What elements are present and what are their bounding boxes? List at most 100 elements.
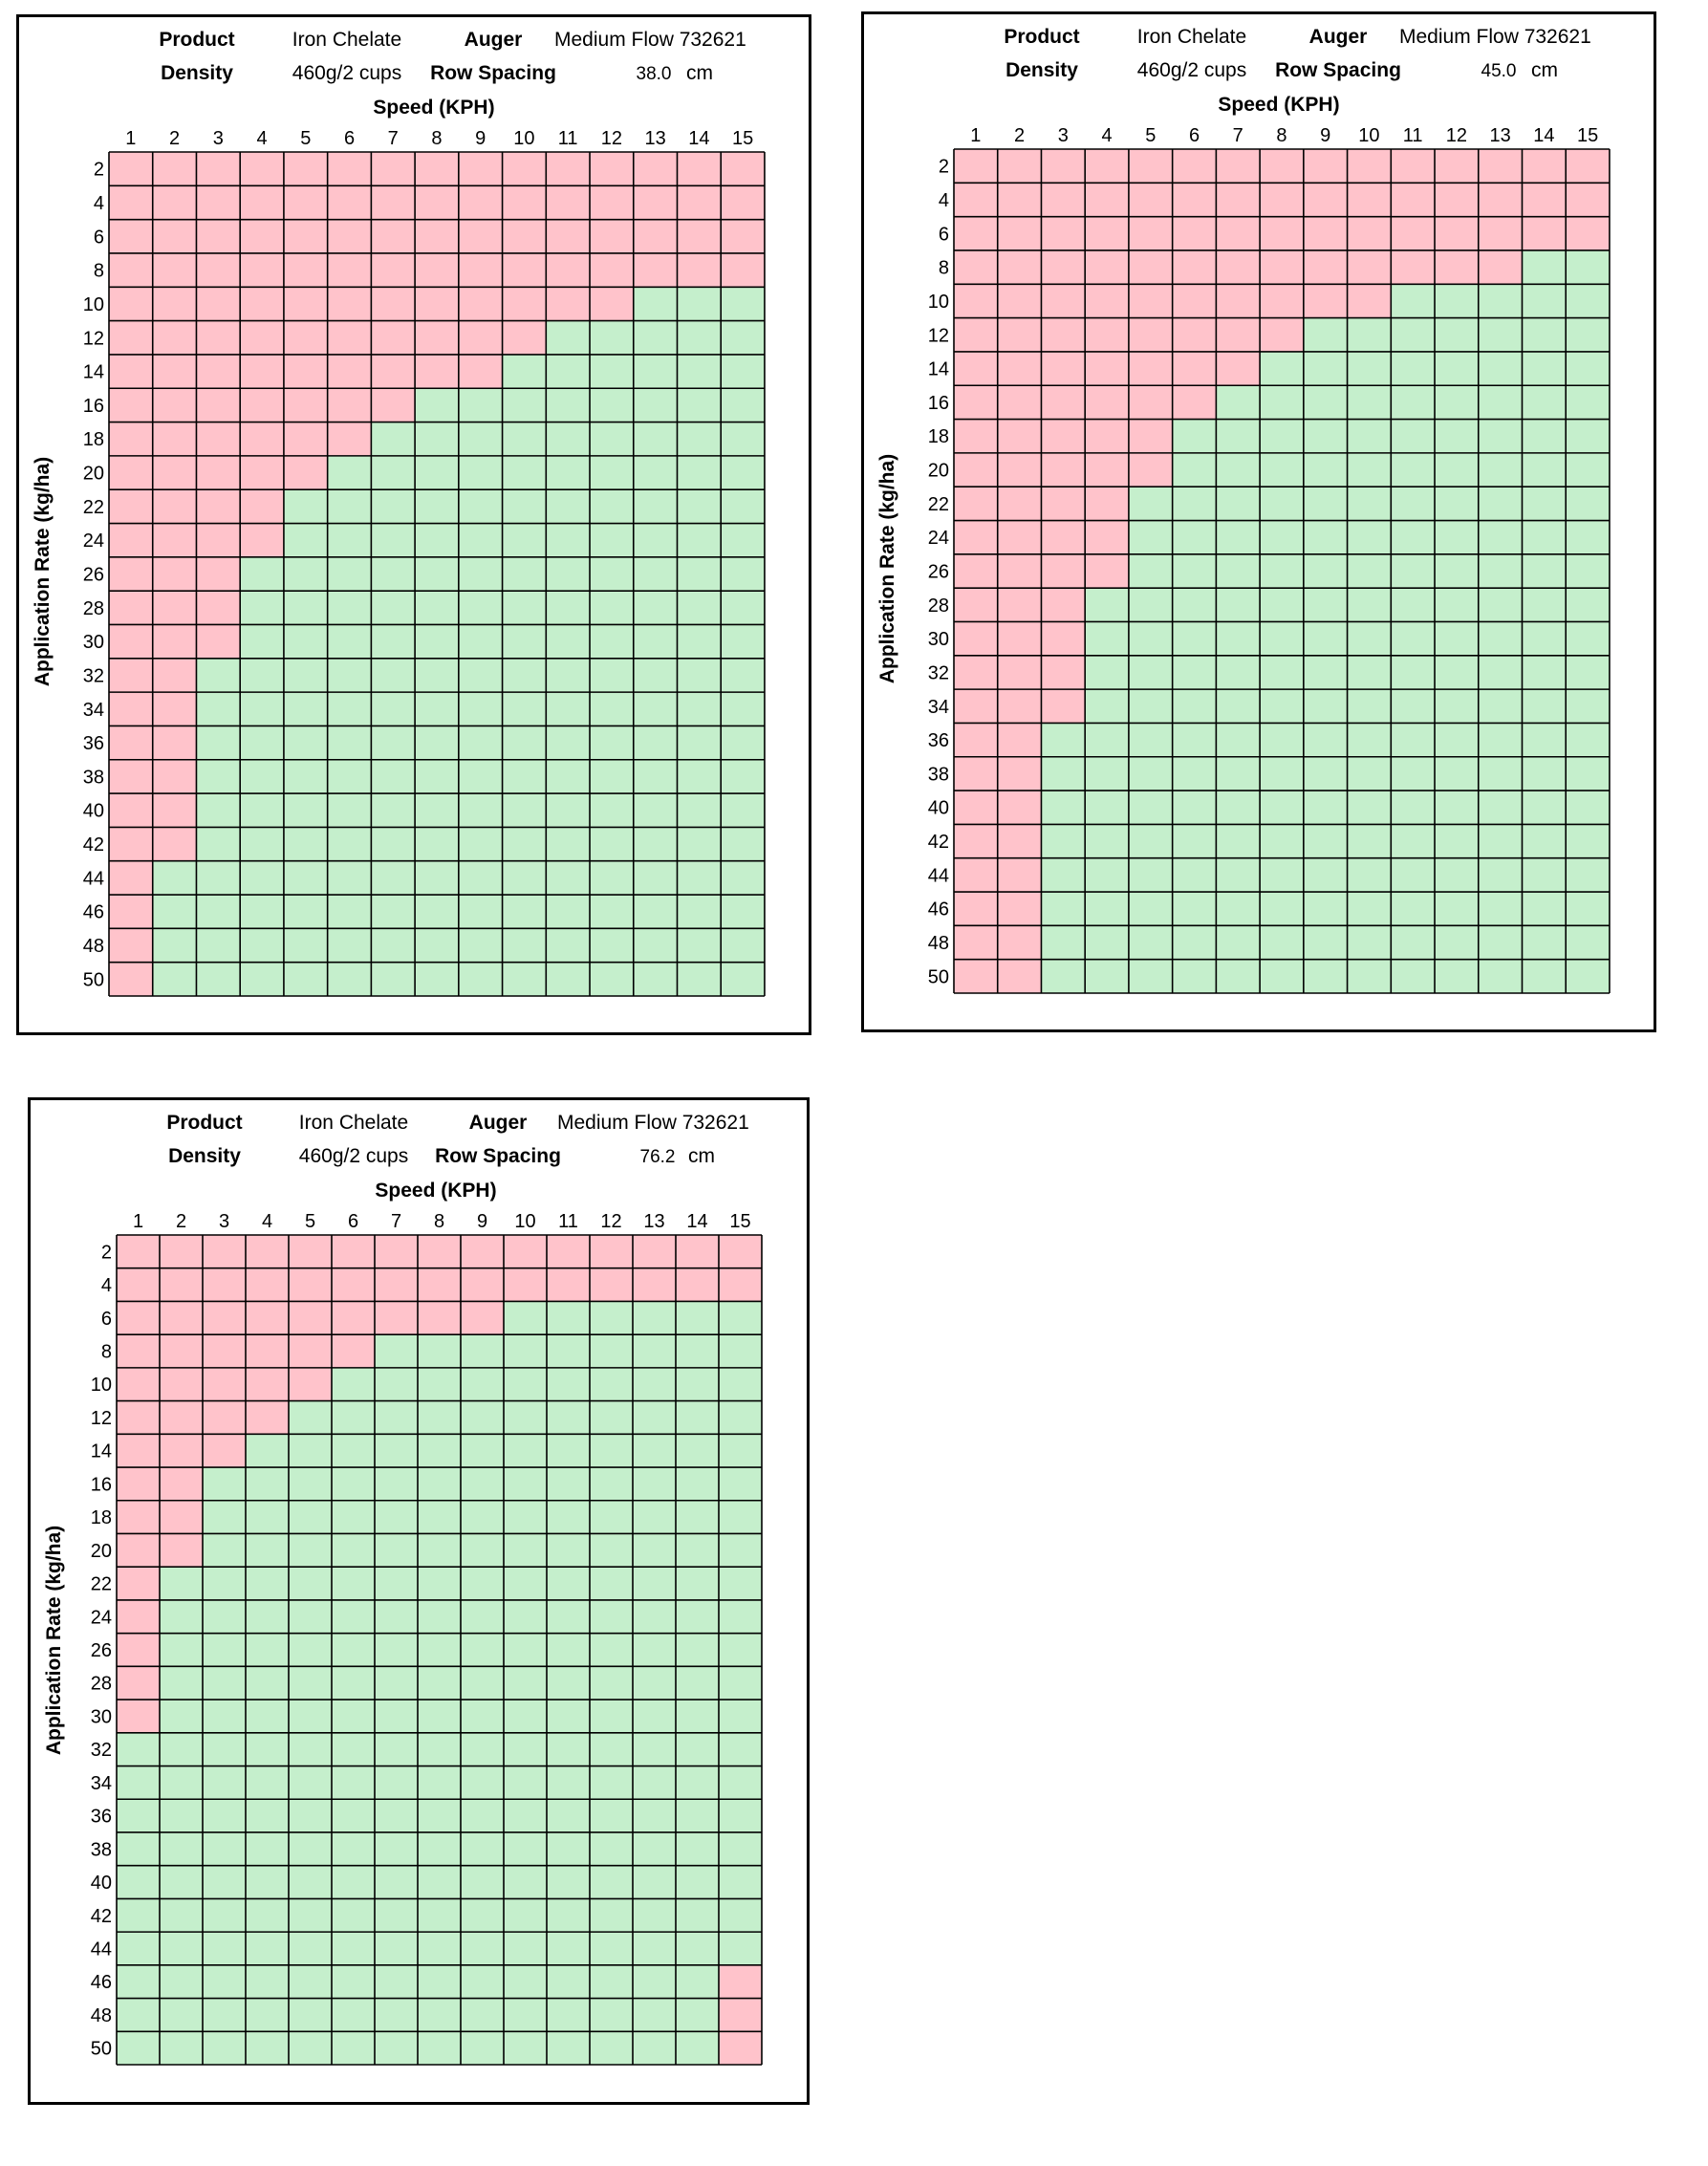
y-tick-label: 14 xyxy=(928,359,949,380)
cell-in-range xyxy=(1172,655,1217,690)
cell-in-range xyxy=(676,2031,719,2065)
cell-in-range xyxy=(633,455,678,490)
cell-in-range xyxy=(461,2031,504,2065)
cell-in-range xyxy=(196,658,241,693)
cell-in-range xyxy=(633,1932,676,1965)
grid-lines xyxy=(108,151,766,997)
cell-out-of-range xyxy=(109,860,153,896)
y-tick-label: 10 xyxy=(83,294,104,315)
cell-out-of-range xyxy=(997,487,1042,521)
cell-in-range xyxy=(458,895,503,929)
cell-in-range xyxy=(1347,317,1392,352)
cell-in-range xyxy=(160,1700,203,1733)
cell-in-range xyxy=(590,556,634,592)
cell-out-of-range xyxy=(117,1301,160,1335)
cell-in-range xyxy=(1260,588,1304,622)
cell-in-range xyxy=(676,1633,719,1667)
cell-in-range xyxy=(590,1334,633,1368)
cell-in-range xyxy=(1347,452,1392,487)
x-tick-label: 13 xyxy=(643,1211,664,1232)
cell-out-of-range xyxy=(997,925,1042,960)
cell-out-of-range xyxy=(160,1334,203,1368)
cell-in-range xyxy=(1303,351,1348,386)
cell-in-range xyxy=(1391,655,1436,690)
cell-out-of-range xyxy=(1435,149,1479,184)
cell-in-range xyxy=(590,1599,633,1634)
cell-in-range xyxy=(719,1865,762,1899)
cell-in-range xyxy=(1347,791,1392,825)
y-tick-label: 48 xyxy=(928,933,949,954)
chart-svg: Product Iron Chelate Auger Medium Flow 7… xyxy=(83,29,766,997)
cell-out-of-range xyxy=(196,489,241,524)
cell-out-of-range xyxy=(152,556,197,592)
cell-in-range xyxy=(677,827,722,861)
cell-in-range xyxy=(1435,351,1479,386)
cell-in-range xyxy=(1085,959,1129,993)
cell-in-range xyxy=(1435,655,1479,690)
cell-in-range xyxy=(1172,824,1217,858)
cell-in-range xyxy=(504,1964,547,1999)
cell-in-range xyxy=(1172,419,1217,453)
cell-out-of-range xyxy=(546,287,591,321)
cell-in-range xyxy=(1128,689,1173,724)
cell-in-range xyxy=(546,320,591,355)
cell-out-of-range xyxy=(997,723,1042,757)
cell-in-range xyxy=(117,1998,160,2032)
y-tick-label: 24 xyxy=(91,1607,112,1628)
cell-in-range xyxy=(1172,621,1217,656)
cell-in-range xyxy=(332,1831,375,1866)
cell-in-range xyxy=(1435,892,1479,926)
cell-out-of-range xyxy=(997,959,1042,993)
cell-in-range xyxy=(1216,419,1261,453)
cell-in-range xyxy=(676,1334,719,1368)
cell-in-range xyxy=(1522,588,1567,622)
cell-out-of-range xyxy=(415,287,459,321)
cell-out-of-range xyxy=(371,152,416,186)
cell-in-range xyxy=(418,1732,461,1766)
x-tick-label: 5 xyxy=(305,1211,315,1232)
cell-out-of-range xyxy=(375,1301,418,1335)
x-tick-label: 11 xyxy=(558,128,578,149)
cell-in-range xyxy=(633,1500,676,1534)
cell-in-range xyxy=(1260,689,1304,724)
cell-out-of-range xyxy=(1085,183,1129,217)
cell-out-of-range xyxy=(240,287,284,321)
cell-in-range xyxy=(327,860,372,896)
cell-in-range xyxy=(1566,791,1610,825)
cell-in-range xyxy=(504,1998,547,2032)
auger-label: Auger xyxy=(1309,26,1368,48)
cell-out-of-range xyxy=(240,152,284,186)
cell-in-range xyxy=(327,793,372,828)
cell-in-range xyxy=(289,1732,332,1766)
cell-in-range xyxy=(283,928,328,963)
cell-out-of-range xyxy=(283,388,328,422)
cell-in-range xyxy=(246,1998,289,2032)
cell-in-range xyxy=(721,658,765,693)
cell-in-range xyxy=(415,895,459,929)
cell-in-range xyxy=(1566,520,1610,554)
cell-in-range xyxy=(1522,689,1567,724)
cell-in-range xyxy=(289,1666,332,1700)
cell-in-range xyxy=(283,726,328,760)
cell-in-range xyxy=(196,759,241,794)
cell-out-of-range xyxy=(117,1633,160,1667)
cell-out-of-range xyxy=(502,152,547,186)
cell-in-range xyxy=(1566,892,1610,926)
cell-out-of-range xyxy=(954,689,998,724)
cell-in-range xyxy=(1391,824,1436,858)
cell-in-range xyxy=(1478,959,1523,993)
x-tick-label: 7 xyxy=(391,1211,401,1232)
cell-in-range xyxy=(504,1865,547,1899)
cell-in-range xyxy=(196,692,241,726)
cell-in-range xyxy=(633,1367,676,1401)
cell-in-range xyxy=(289,1500,332,1534)
cell-in-range xyxy=(502,455,547,490)
cell-out-of-range xyxy=(1303,216,1348,250)
cell-in-range xyxy=(327,591,372,625)
cell-in-range xyxy=(1522,892,1567,926)
cell-in-range xyxy=(418,1633,461,1667)
cell-in-range xyxy=(332,1898,375,1933)
density-label: Density xyxy=(161,62,233,84)
cell-out-of-range xyxy=(1522,149,1567,184)
cell-in-range xyxy=(721,556,765,592)
